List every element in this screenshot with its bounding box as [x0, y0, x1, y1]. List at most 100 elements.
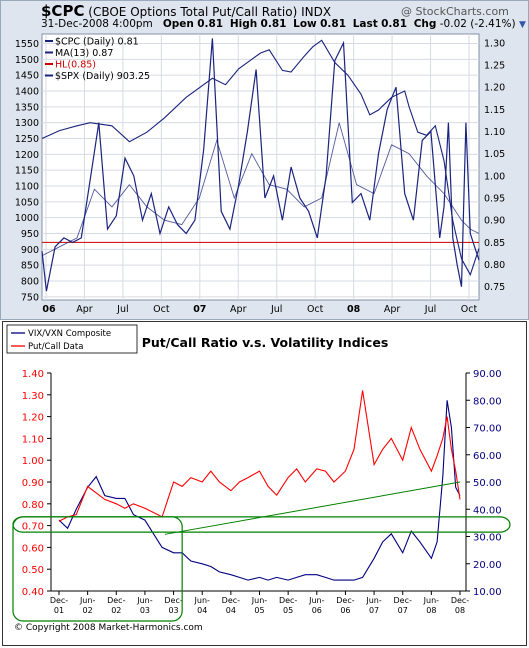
- x-tick-label: Dec-: [107, 596, 125, 605]
- right-tick-label: 50.00: [473, 478, 502, 489]
- x-tick-label: Apr: [76, 304, 93, 315]
- x-tick-label-year: 02: [83, 606, 93, 615]
- x-tick-label: Jun-: [308, 596, 325, 605]
- x-tick-label-year: 05: [283, 606, 293, 615]
- left-tick-label: 1.10: [22, 434, 44, 445]
- x-tick-label: Dec-: [222, 596, 240, 605]
- x-tick-label: Oct: [153, 304, 170, 315]
- quote-line: 31-Dec-2008 4:00pm Open 0.81 High 0.81 L…: [41, 18, 526, 30]
- right-tick-label: 20.00: [473, 560, 502, 571]
- high-value: 0.81: [260, 18, 287, 30]
- x-tick-label: Apr: [230, 304, 247, 315]
- legend-label: HL(0.85): [55, 60, 96, 71]
- legend-box: [6, 324, 138, 354]
- x-tick-label-year: 08: [426, 606, 436, 615]
- x-tick-label: 08: [347, 304, 361, 315]
- x-tick-label: Jun-: [79, 596, 96, 605]
- x-tick-label: Dec-: [336, 596, 354, 605]
- last-value: 0.81: [381, 18, 408, 30]
- legend-swatch: [45, 51, 53, 54]
- left-tick-label: 1.20: [22, 413, 44, 424]
- right-tick-label: 0.75: [484, 282, 505, 293]
- left-tick-label: 1200: [15, 150, 39, 161]
- series-line-put-call-data: [58, 390, 461, 522]
- right-tick-label: 1.15: [484, 105, 505, 116]
- quote-date: 31-Dec-2008 4:00pm: [41, 18, 153, 30]
- x-tick-label-year: 06: [312, 606, 322, 615]
- left-tick-label: 1350: [15, 102, 39, 113]
- right-tick-label: 70.00: [473, 424, 502, 435]
- x-tick-label: Dec-: [279, 596, 297, 605]
- left-tick-label: 1.30: [22, 391, 44, 402]
- legend-swatch: [45, 63, 53, 65]
- left-tick-label: 0.50: [22, 565, 44, 576]
- left-tick-label: 0.60: [22, 543, 44, 554]
- left-tick-label: 1500: [15, 55, 39, 66]
- copyright-text: © Copyright 2008 Market-Harmonics.com: [14, 623, 203, 633]
- chevron-down-icon[interactable]: ▼: [518, 20, 526, 30]
- x-tick-label: Dec-: [164, 596, 182, 605]
- open-value: 0.81: [197, 18, 224, 30]
- left-tick-label: 800: [21, 277, 39, 288]
- low-label: Low: [293, 18, 317, 30]
- x-tick-label: Jul: [116, 304, 128, 315]
- left-tick-label: 0.40: [22, 587, 44, 598]
- x-tick-label-year: 03: [168, 606, 178, 615]
- series-line-cpc-daily: [41, 38, 480, 292]
- right-tick-label: 1.30: [484, 38, 505, 49]
- x-tick-label-year: 01: [54, 606, 64, 615]
- right-tick-label: 40.00: [473, 505, 502, 516]
- trend-line: [164, 481, 461, 535]
- right-tick-label: 0.90: [484, 216, 505, 227]
- left-tick-label: 950: [21, 229, 39, 240]
- x-tick-label-year: 06: [340, 606, 350, 615]
- right-tick-label: 1.00: [484, 171, 505, 182]
- right-tick-label: 10.00: [473, 587, 502, 598]
- legend-label-pc: Put/Call Data: [28, 342, 83, 352]
- x-tick-label: Jun-: [423, 596, 440, 605]
- legend-label-vix: VIX/VXN Composite: [28, 329, 111, 339]
- left-tick-label: 750: [21, 292, 39, 303]
- high-label: High: [229, 18, 258, 30]
- x-tick-label-year: 02: [111, 606, 121, 615]
- left-tick-label: 0.80: [22, 500, 44, 511]
- chart-symbol: $CPC: [41, 2, 85, 20]
- highlight-region: [12, 516, 183, 622]
- legend-label: $SPX (Daily) 903.25: [55, 71, 150, 82]
- stockcharts-logo: @ StockCharts.com: [401, 5, 509, 18]
- x-tick-label-year: 03: [140, 606, 150, 615]
- x-tick-label-year: 04: [197, 606, 207, 615]
- left-tick-label: 1050: [15, 197, 39, 208]
- x-tick-label: Jun-: [194, 596, 211, 605]
- left-tick-label: 1000: [15, 213, 39, 224]
- right-tick-label: 80.00: [473, 396, 502, 407]
- plot-area: [41, 33, 480, 301]
- x-tick-label: 06: [42, 304, 56, 315]
- right-tick-label: 0.80: [484, 260, 505, 271]
- top-chart-title: $CPC (CBOE Options Total Put/Call Ratio)…: [41, 2, 331, 20]
- top-chart-panel: $CPC (CBOE Options Total Put/Call Ratio)…: [0, 0, 529, 320]
- legend-swatch: [45, 40, 53, 42]
- chart-description: (CBOE Options Total Put/Call Ratio): [88, 5, 298, 19]
- last-label: Last: [352, 18, 378, 30]
- bottom-chart-panel: Put/Call Ratio v.s. Volatility Indices VI…: [2, 321, 527, 646]
- legend-label: MA(13) 0.87: [55, 48, 113, 59]
- right-tick-label: 1.05: [484, 149, 505, 160]
- right-tick-label: 1.25: [484, 61, 505, 72]
- left-tick-label: 1300: [15, 118, 39, 129]
- x-tick-label: Jun-: [365, 596, 382, 605]
- right-tick-label: 90.00: [473, 369, 502, 380]
- left-tick-label: 1550: [15, 39, 39, 50]
- x-tick-label-year: 07: [369, 606, 379, 615]
- x-tick-label: Apr: [384, 304, 401, 315]
- left-tick-label: 850: [21, 261, 39, 272]
- left-tick-label: 1400: [15, 87, 39, 98]
- top-chart-svg: 1550 1500 1450 1400 1350 1300 1250 1200 1150 1100…: [15, 33, 505, 315]
- chart-exchange: INDX: [301, 5, 332, 19]
- right-tick-label: 30.00: [473, 533, 502, 544]
- series-line-ma-13: [41, 122, 480, 257]
- x-tick-label: Oct: [461, 304, 478, 315]
- right-tick-label: 0.95: [484, 194, 505, 205]
- left-tick-label: 900: [21, 245, 39, 256]
- x-tick-label: 07: [193, 304, 206, 315]
